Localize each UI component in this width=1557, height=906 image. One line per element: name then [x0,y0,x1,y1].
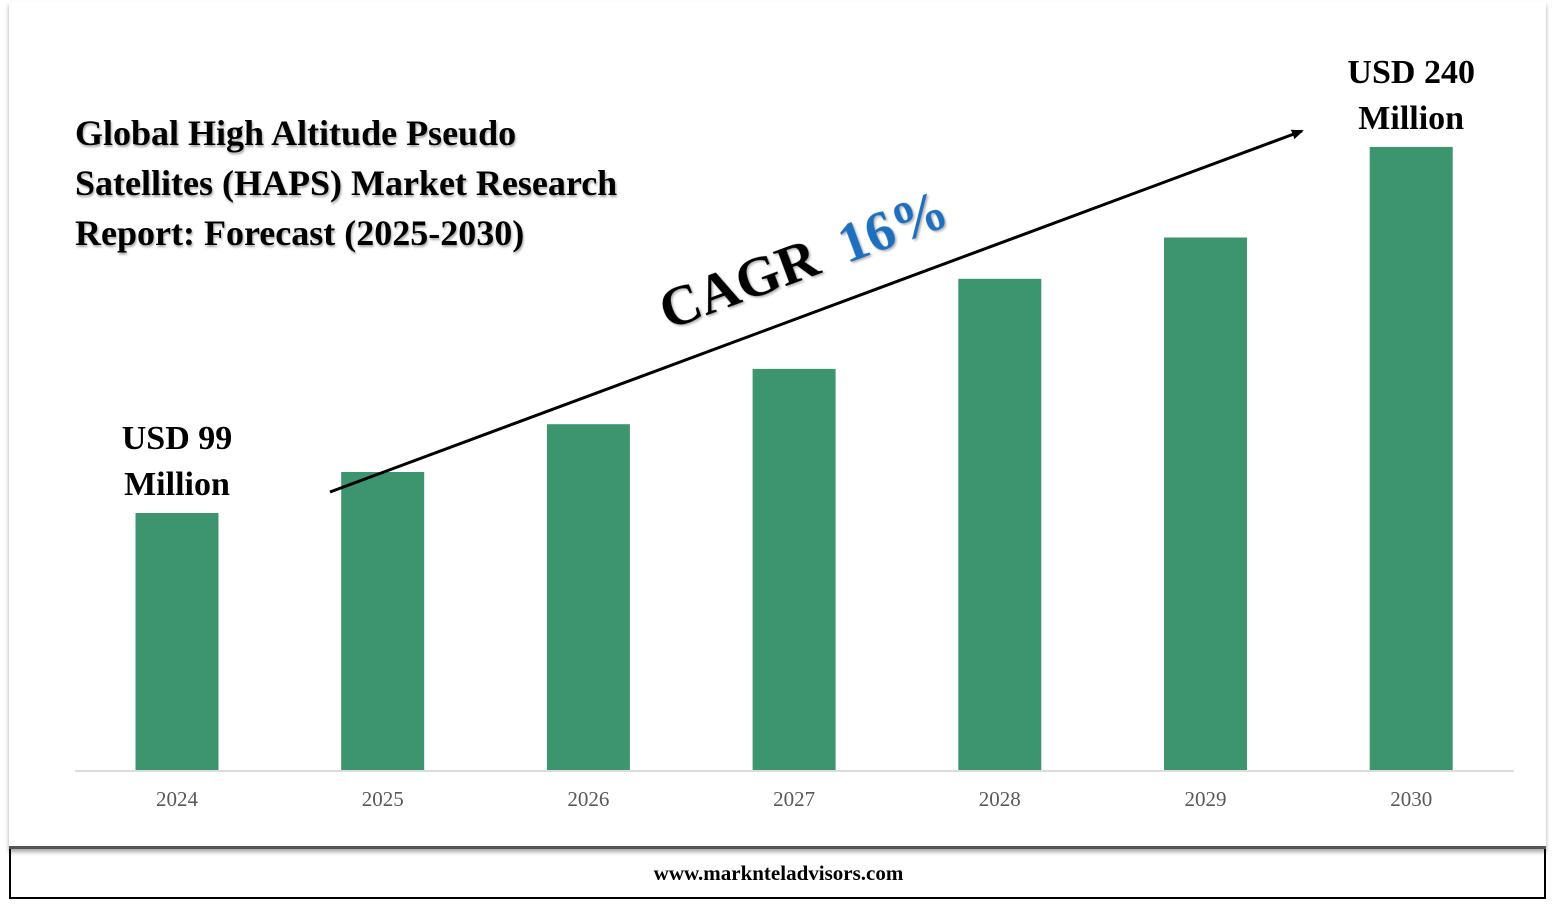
value-labels: USD 99 Million USD 240 Million [122,54,1475,503]
x-tick-label-2026: 2026 [567,787,609,811]
cagr-value: 16% [830,178,957,275]
bar-2027 [752,368,836,770]
cagr-label: CAGR [651,226,828,342]
chart-title: Global High Altitude Pseudo Satellites (… [75,113,618,253]
x-tick-label-2024: 2024 [156,787,199,811]
bar-2030 [1369,146,1453,770]
x-tick-label-2027: 2027 [773,787,815,811]
bar-2028 [958,278,1042,770]
x-tick-label-2028: 2028 [979,787,1021,811]
growth-arrow [329,129,1304,494]
bars-layer [135,146,1453,770]
x-tick-label-2025: 2025 [362,787,404,811]
bar-2024 [135,513,219,770]
x-tick-label-2029: 2029 [1185,787,1227,811]
bar-2026 [546,424,630,770]
website-footer: www.marknteladvisors.com [653,861,904,885]
bar-2025 [341,472,425,770]
first-value-label-line-2: Million [124,466,230,503]
x-tick-label-2030: 2030 [1390,787,1432,811]
last-value-label-line-2: Million [1358,100,1464,137]
bar-2029 [1164,237,1247,770]
last-value-label-line-1: USD 240 [1347,54,1475,91]
x-tick-labels: 2024 2025 2026 2027 2028 2029 2030 [156,787,1432,811]
first-value-label-line-1: USD 99 [122,420,233,457]
